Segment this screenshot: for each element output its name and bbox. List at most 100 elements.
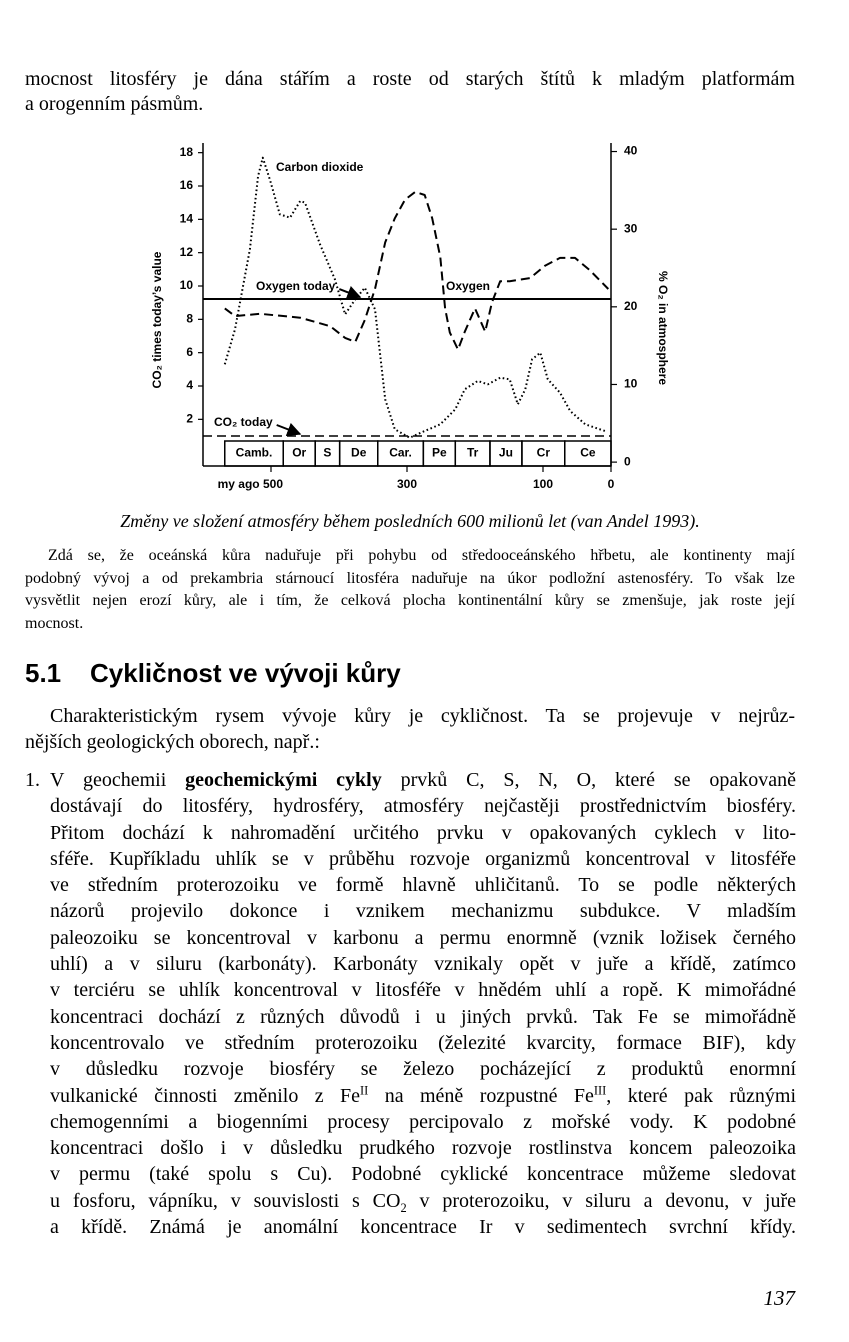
text-line: sféře. Kupříkladu uhlík se v průběhu roz…: [50, 846, 796, 872]
text-line: vulkanické činnosti změnilo z FeII na mé…: [50, 1083, 796, 1109]
text-line: mocnost litosféry je dána stářím a roste…: [25, 68, 795, 90]
text-line: v důsledku rozvoje biosféry se železo po…: [50, 1056, 796, 1082]
text-run: sféře. Kupříkladu uhlík se v průběhu roz…: [50, 847, 796, 870]
text-line: v permu (také spolu s Cu). Podobné cykli…: [50, 1161, 796, 1187]
text-line: dostávají do litosféry, hydrosféry, atmo…: [50, 793, 796, 819]
small-paragraph: Zdá se, že oceánská kůra naduřuje při po…: [25, 545, 795, 636]
y2-tick-label: 40: [624, 144, 638, 158]
text-line: Přitom dochází k nahromadění určitého pr…: [50, 820, 796, 846]
text-run: v terciéru se uhlík koncentroval v litos…: [50, 979, 796, 1002]
text-line: vysvětlit nejen erozí kůry, ale i tím, ž…: [25, 592, 795, 610]
y2-tick-label: 20: [624, 299, 638, 313]
text-line: ve středním proterozoiku ve formě hlavně…: [50, 872, 796, 898]
text-run: prvků C, S, N, O, které se opakovaně: [381, 769, 796, 791]
text-run: názorů projevilo dokonce i vznikem mecha…: [50, 900, 796, 923]
text-line: uhlí) a v siluru (karbonáty). Karbonáty …: [50, 951, 796, 977]
figure-caption: Změny ve složení atmosféry během posledn…: [120, 511, 700, 531]
series-line: [224, 190, 610, 351]
annotation-arrow: [338, 285, 362, 300]
period-label: S: [323, 446, 331, 460]
chart: 2 4 6 8 10 12 14 16 18 0 10 20 30 40 my ago 500 300 100 0…: [150, 143, 670, 491]
page-number: 137: [763, 1286, 796, 1310]
x-tick-label: my ago 500: [218, 477, 284, 491]
period-box: [564, 440, 612, 467]
period-label: Or: [292, 446, 306, 460]
y2-tick-label: 0: [624, 454, 631, 468]
text-run: Přitom dochází k nahromadění určitého pr…: [50, 821, 796, 844]
text-run: na méně rozpustné Fe: [368, 1084, 594, 1107]
text-run: u fosforu, vápníku, v souvislosti s CO: [50, 1189, 401, 1212]
x-tick-label: 300: [397, 477, 417, 491]
text-run: v důsledku rozvoje biosféry se železo po…: [50, 1058, 796, 1081]
intro-paragraph: mocnost litosféry je dána stářím a roste…: [25, 67, 795, 117]
y-tick-label: 14: [180, 212, 194, 226]
text-line: paleozoiku se koncentroval v karbonu a p…: [50, 925, 796, 951]
text-run: III: [593, 1082, 607, 1097]
series-label: Carbon dioxide: [276, 160, 364, 174]
period-label: Cr: [537, 446, 551, 460]
y2-tick-label: 10: [624, 377, 638, 391]
x-tick-label: 100: [533, 477, 553, 491]
period-label: Pe: [432, 446, 447, 460]
section-title: Cykličnost ve vývoji kůry: [90, 658, 401, 688]
y-tick-label: 2: [186, 412, 193, 426]
text-line: podobný vývoj a od prekambria stárnoucí …: [25, 569, 795, 587]
paragraph: Charakteristickým rysem vývoje kůry je c…: [25, 703, 795, 755]
y-tick-label: 6: [186, 345, 193, 359]
y-axis-label: CO₂ times today’s value: [150, 251, 164, 388]
annotation-arrow: [276, 422, 302, 436]
reference-label: CO₂ today: [214, 415, 273, 429]
text-run: v permu (také spolu s Cu). Podobné cykli…: [50, 1163, 796, 1186]
text-run: v proterozoiku, v siluru a devonu, v juř…: [406, 1189, 797, 1212]
text-run: koncentraci dochází z různých důvodů i u…: [50, 1005, 796, 1028]
text-run: 2: [400, 1200, 407, 1215]
text-run: , které pak různými: [606, 1084, 797, 1107]
text-line: Charakteristickým rysem vývoje kůry je c…: [50, 705, 795, 727]
text-run: a křídě. Známá je anomální koncentrace I…: [50, 1216, 796, 1239]
y-tick-label: 16: [180, 178, 194, 192]
text-line: a orogenním pásmům.: [25, 93, 204, 115]
y2-tick-label: 30: [624, 221, 638, 235]
reference-label: Oxygen today: [256, 279, 336, 293]
text-line: u fosforu, vápníku, v souvislosti s CO2 …: [50, 1188, 796, 1214]
y-tick-label: 10: [180, 278, 194, 292]
text-line: nějších geologických oborech, např.:: [25, 731, 320, 753]
y-tick-label: 4: [186, 378, 193, 392]
period-label: Ce: [580, 446, 596, 460]
y2-axis-label: % O₂ in atmosphere: [656, 271, 670, 385]
text-run: vulkanické činnosti změnilo z Fe: [50, 1084, 361, 1107]
text-line: koncentraci došlo i v důsledku prudkého …: [50, 1135, 796, 1161]
text-line: Zdá se, že oceánská kůra naduřuje při po…: [48, 547, 795, 564]
text-run: II: [360, 1082, 369, 1097]
period-label: Camb.: [236, 446, 273, 460]
section-number: 5.1: [25, 658, 62, 688]
text-line: V geochemii geochemickými cykly prvků C,…: [50, 767, 796, 793]
series-label: Oxygen: [446, 279, 490, 293]
period-label: De: [351, 446, 367, 460]
text-line: názorů projevilo dokonce i vznikem mecha…: [50, 898, 796, 924]
text-run: koncentrovalo ve středním proterozoiku (…: [50, 1031, 796, 1054]
y-tick-label: 18: [180, 145, 194, 159]
text-run: dostávají do litosféry, hydrosféry, atmo…: [50, 795, 796, 818]
text-line: chemogenními a biogenními procesy percip…: [50, 1109, 796, 1135]
text-run: geochemickými cykly: [185, 769, 382, 791]
text-line: a křídě. Známá je anomální koncentrace I…: [50, 1214, 796, 1240]
list-item: V geochemii geochemickými cykly prvků C,…: [50, 767, 796, 1240]
text-run: paleozoiku se koncentroval v karbonu a p…: [50, 926, 796, 949]
text-run: uhlí) a v siluru (karbonáty). Karbonáty …: [50, 953, 796, 976]
text-run: V geochemii: [50, 769, 186, 791]
text-run: ve středním proterozoiku ve formě hlavně…: [50, 874, 796, 897]
period-label: Tr: [467, 446, 479, 460]
x-tick-label: 0: [608, 477, 615, 491]
y-tick-label: 12: [180, 245, 194, 259]
text-line: koncentrovalo ve středním proterozoiku (…: [50, 1030, 796, 1056]
text-line: mocnost.: [25, 615, 84, 633]
list-marker: 1.: [25, 769, 40, 791]
text-run: koncentraci došlo i v důsledku prudkého …: [50, 1137, 796, 1160]
y-tick-label: 8: [186, 312, 193, 326]
text-line: koncentraci dochází z různých důvodů i u…: [50, 1004, 796, 1030]
period-label: Car.: [389, 446, 412, 460]
text-line: v terciéru se uhlík koncentroval v litos…: [50, 977, 796, 1003]
period-label: Ju: [499, 446, 513, 460]
